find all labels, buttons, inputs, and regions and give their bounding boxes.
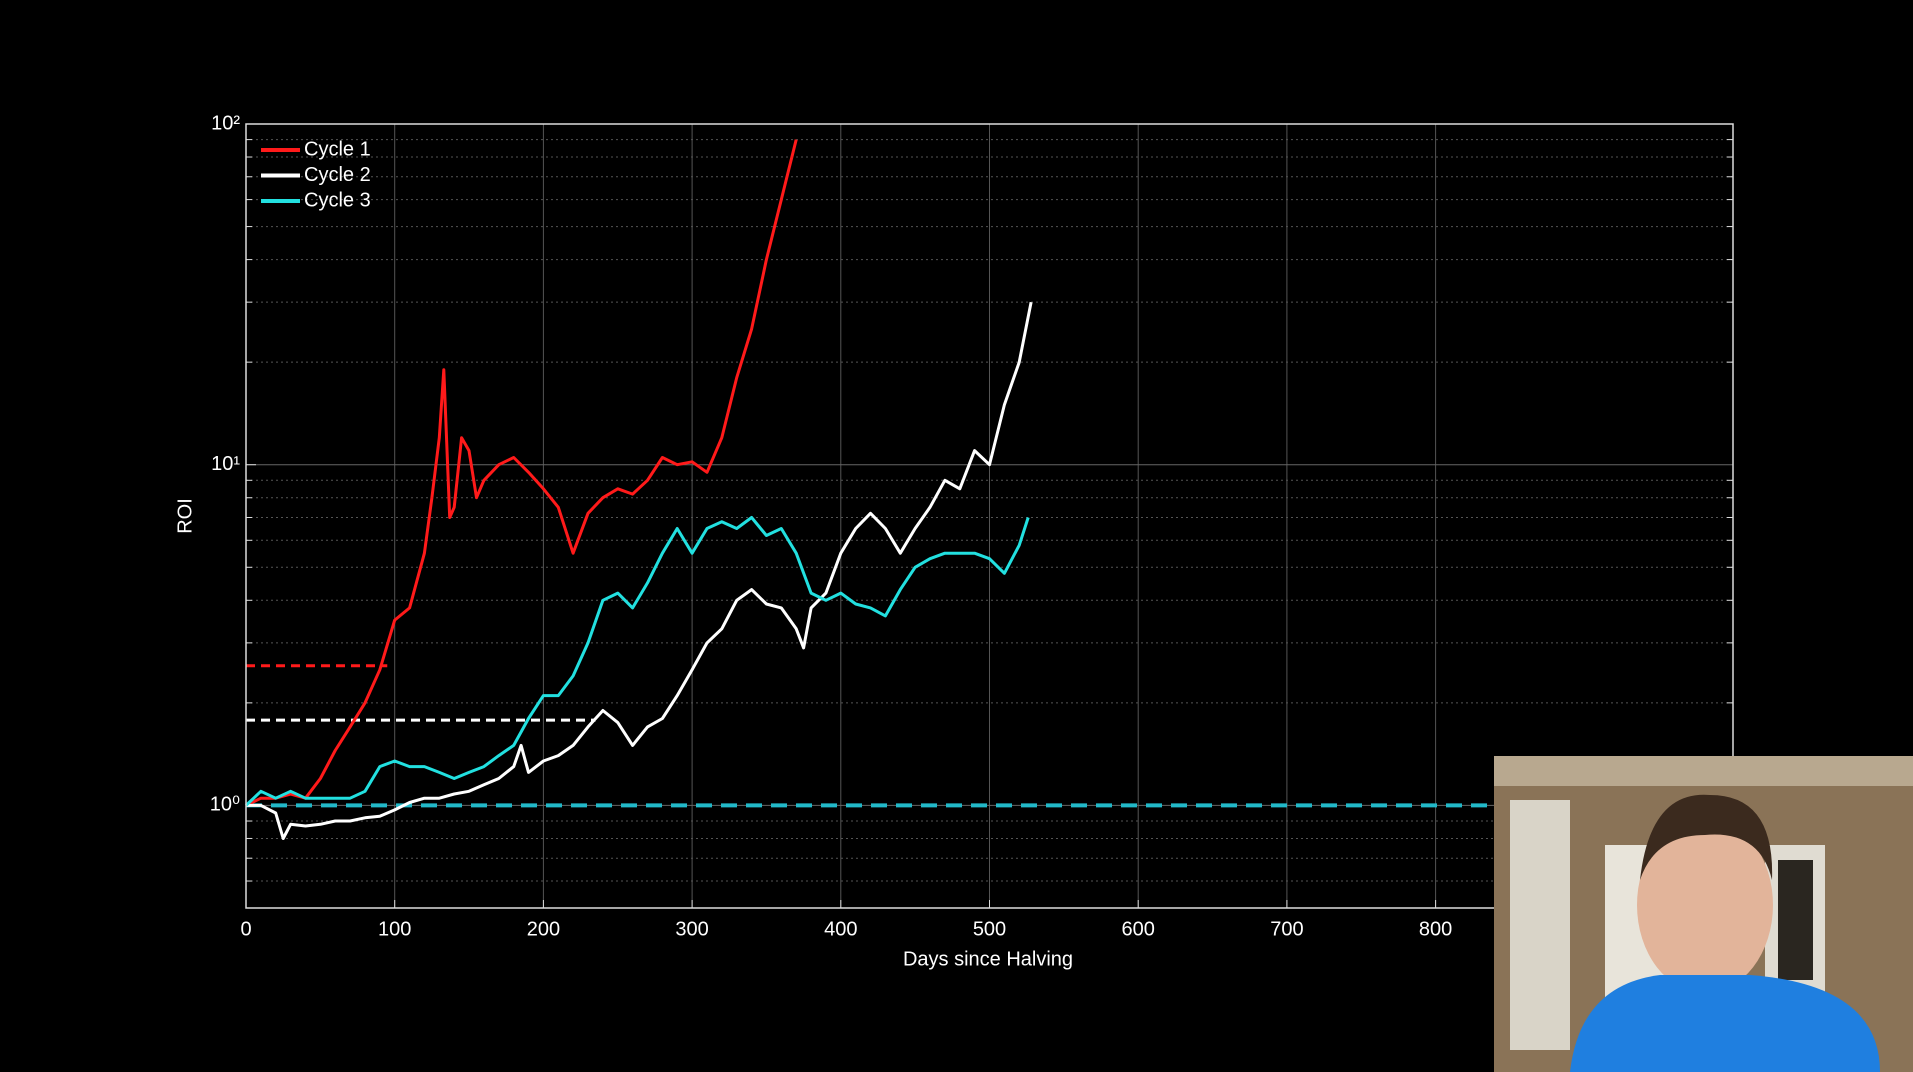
webcam-overlay — [1494, 756, 1913, 1072]
y-tick-label: 10⁰ — [210, 794, 240, 816]
x-tick-label: 200 — [527, 918, 560, 940]
webcam-shirt — [1570, 975, 1880, 1072]
x-tick-label: 600 — [1122, 918, 1155, 940]
webcam-ceiling — [1494, 756, 1913, 786]
webcam-hair — [1640, 794, 1773, 880]
webcam-doorway — [1778, 860, 1813, 980]
plot-frame — [245, 123, 1734, 909]
grid — [245, 123, 1733, 908]
x-tick-label: 400 — [824, 918, 857, 940]
x-tick-label: 0 — [240, 918, 251, 940]
x-axis-label: Days since Halving — [903, 948, 1073, 970]
legend-label: Cycle 2 — [304, 164, 371, 186]
legend-label: Cycle 1 — [304, 138, 371, 160]
x-tick-label: 100 — [378, 918, 411, 940]
legend: Cycle 1 Cycle 2 Cycle 3 — [261, 138, 371, 211]
series-line — [245, 139, 798, 807]
y-tick-label: 10¹ — [211, 453, 240, 475]
x-tick-label: 500 — [973, 918, 1006, 940]
webcam-face — [1637, 817, 1773, 993]
series-line — [244, 516, 1030, 807]
x-tick-label: 300 — [675, 918, 708, 940]
legend-label: Cycle 3 — [304, 189, 371, 211]
plot-marks — [244, 139, 1733, 840]
x-tick-label: 800 — [1419, 918, 1452, 940]
y-tick-label: 10² — [211, 112, 240, 134]
x-tick-label: 700 — [1270, 918, 1303, 940]
webcam-door — [1510, 800, 1570, 1050]
y-axis-label: ROI — [174, 498, 196, 534]
series-line — [246, 301, 1033, 840]
